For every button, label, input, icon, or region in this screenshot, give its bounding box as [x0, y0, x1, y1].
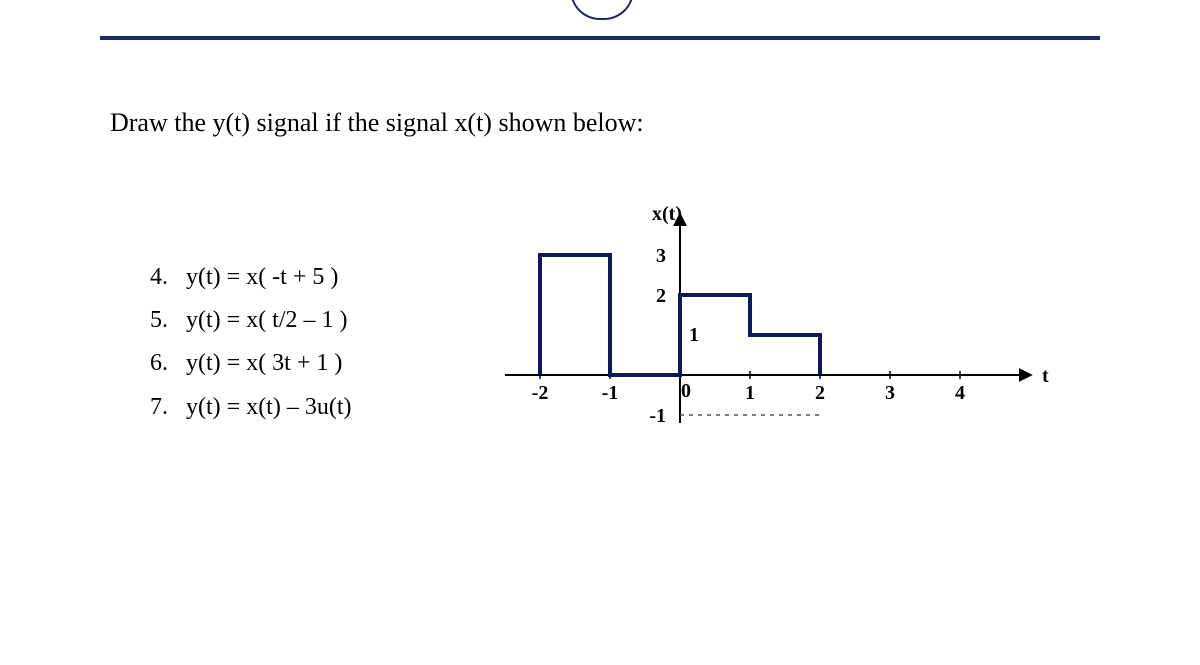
list-item: 5. y(t) = x( t/2 – 1 ) [150, 299, 352, 342]
signal-chart: x(t) t -2 -1 0 1 2 3 4 -1 2 3 1 [490, 175, 1050, 475]
item-expression: y(t) = x( t/2 – 1 ) [186, 299, 348, 342]
svg-text:1: 1 [689, 324, 699, 346]
svg-text:x(t): x(t) [652, 203, 682, 225]
item-expression: y(t) = x( -t + 5 ) [186, 256, 338, 299]
question-prompt: Draw the y(t) signal if the signal x(t) … [110, 108, 644, 138]
logo-fragment: NICS [570, 0, 634, 20]
item-expression: y(t) = x(t) – 3u(t) [186, 386, 352, 429]
svg-text:2: 2 [656, 285, 666, 307]
list-item: 7. y(t) = x(t) – 3u(t) [150, 386, 352, 429]
item-number: 4. [150, 256, 176, 299]
svg-text:2: 2 [815, 382, 825, 404]
svg-text:-1: -1 [649, 405, 666, 427]
item-number: 6. [150, 342, 176, 385]
list-item: 4. y(t) = x( -t + 5 ) [150, 256, 352, 299]
svg-text:-1: -1 [602, 382, 619, 404]
svg-text:t: t [1042, 365, 1049, 387]
page: NICS Draw the y(t) signal if the signal … [0, 0, 1200, 665]
svg-text:0: 0 [681, 380, 691, 402]
svg-text:3: 3 [885, 382, 895, 404]
chart-svg: x(t) t -2 -1 0 1 2 3 4 -1 2 3 1 [490, 175, 1050, 475]
item-number: 5. [150, 299, 176, 342]
question-list: 4. y(t) = x( -t + 5 ) 5. y(t) = x( t/2 –… [150, 256, 352, 429]
svg-text:-2: -2 [532, 382, 549, 404]
svg-text:1: 1 [745, 382, 755, 404]
svg-text:4: 4 [955, 382, 965, 404]
item-expression: y(t) = x( 3t + 1 ) [186, 342, 342, 385]
item-number: 7. [150, 386, 176, 429]
list-item: 6. y(t) = x( 3t + 1 ) [150, 342, 352, 385]
svg-text:3: 3 [656, 245, 666, 267]
horizontal-rule [100, 36, 1100, 40]
